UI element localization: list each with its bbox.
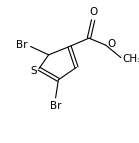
Text: O: O (89, 7, 97, 17)
Text: CH₃: CH₃ (122, 54, 139, 64)
Text: Br: Br (50, 101, 61, 111)
Text: S: S (30, 66, 37, 77)
Text: Br: Br (16, 40, 28, 50)
Text: O: O (107, 39, 115, 49)
